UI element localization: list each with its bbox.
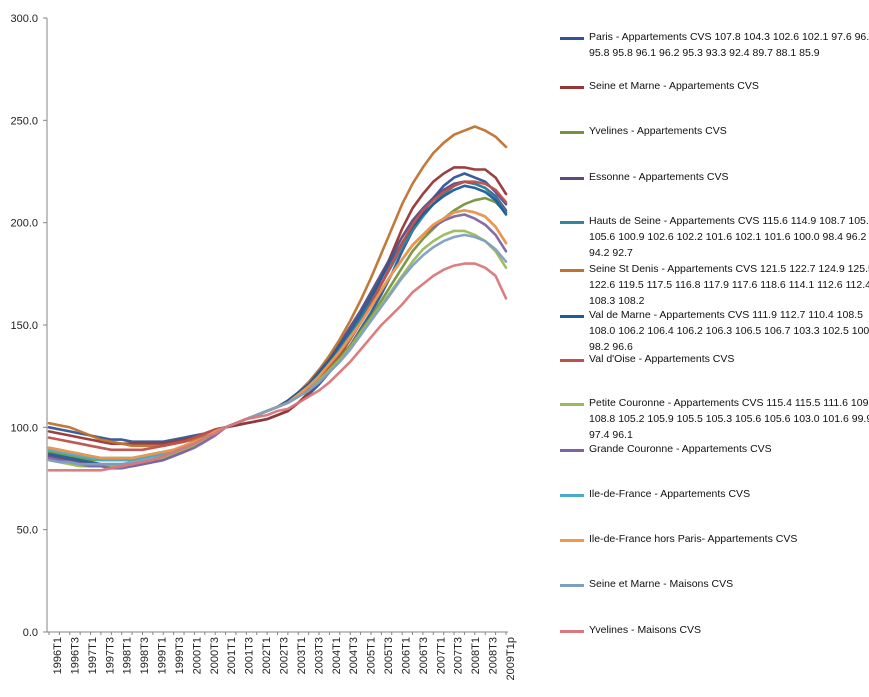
legend-item: Essonne - Appartements CVS: [560, 170, 869, 186]
x-tick-label: 1997T3: [104, 637, 116, 674]
series-line-1: [47, 172, 508, 444]
legend-label: Seine et Marne - Appartements CVS: [589, 80, 759, 92]
legend-item: Seine St Denis - Appartements CVS 121.5 …: [560, 262, 869, 309]
legend-item: Seine et Marne - Maisons CVS: [560, 577, 869, 593]
legend-label: Grande Couronne - Appartements CVS: [589, 443, 772, 455]
legend-item: Yvelines - Appartements CVS: [560, 124, 869, 140]
legend-item: Val de Marne - Appartements CVS 111.9 11…: [560, 308, 869, 355]
legend-swatch: [560, 86, 584, 89]
legend-label: Yvelines - Maisons CVS: [589, 624, 702, 636]
x-tick-label: 2005T1: [366, 637, 378, 674]
legend-label: Seine St Denis - Appartements CVS 121.5 …: [589, 263, 869, 307]
series-line-11: [47, 209, 508, 462]
x-tick-label: 2007T3: [453, 637, 465, 674]
x-tick-label: 2008T3: [488, 637, 500, 674]
x-tick-label: 2006T3: [418, 637, 430, 674]
y-tick-label: 250.0: [10, 115, 38, 127]
legend-swatch: [560, 494, 584, 497]
x-tick-label: 2002T3: [279, 637, 291, 674]
legend-item: Seine et Marne - Appartements CVS: [560, 79, 869, 95]
y-tick-label: 150.0: [10, 320, 38, 332]
series-line-14: [47, 262, 508, 472]
legend-swatch: [560, 177, 584, 180]
legend-label: Petite Couronne - Appartements CVS 115.4…: [589, 397, 869, 441]
x-tick-label: 2001T3: [244, 637, 256, 674]
legend-label: Hauts de Seine - Appartements CVS 115.6 …: [589, 215, 869, 259]
legend-swatch: [560, 269, 584, 272]
x-tick-label: 2004T1: [331, 637, 343, 674]
legend-label: Val d'Oise - Appartements CVS: [589, 353, 735, 365]
y-tick-label: 300.0: [10, 13, 38, 25]
x-tick-label: 1998T1: [122, 637, 134, 674]
y-tick-label: 200.0: [10, 218, 38, 230]
series-line-12: [47, 209, 508, 460]
x-tick-label: 2000T1: [191, 637, 203, 674]
series-line-7: [47, 184, 508, 466]
y-tick-label: 0.0: [23, 627, 38, 639]
x-tick-label: 2004T3: [348, 637, 360, 674]
legend-item: Ile-de-France - Appartements CVS: [560, 487, 869, 503]
x-axis: 1996T1 1996T3 1997T1 1997T3 1998T1 1998T3 1999…: [47, 631, 517, 680]
legend-item: Paris - Appartements CVS 107.8 104.3 102…: [560, 30, 869, 62]
series-line-9: [47, 229, 508, 468]
legend-swatch: [560, 539, 584, 542]
legend-item: Yvelines - Maisons CVS: [560, 623, 869, 639]
x-tick-label: 1998T3: [139, 637, 151, 674]
legend-label: Ile-de-France hors Paris- Appartements C…: [589, 533, 798, 545]
legend-item: Ile-de-France hors Paris- Appartements C…: [560, 532, 869, 548]
x-tick-label: 1996T1: [52, 637, 64, 674]
legend-label: Essonne - Appartements CVS: [589, 171, 729, 183]
legend-swatch: [560, 315, 584, 318]
legend-label: Seine et Marne - Maisons CVS: [589, 578, 734, 590]
x-tick-label: 2003T3: [313, 637, 325, 674]
legend-item: Val d'Oise - Appartements CVS: [560, 352, 869, 368]
legend-swatch: [560, 359, 584, 362]
legend-swatch: [560, 584, 584, 587]
legend-label: Yvelines - Appartements CVS: [589, 125, 727, 137]
legend-item: Grande Couronne - Appartements CVS: [560, 442, 869, 458]
x-tick-label: 1999T3: [174, 637, 186, 674]
y-axis: 0.0 50.0 100.0 150.0 200.0 250.0 300.0: [10, 13, 48, 639]
x-tick-label: 1996T3: [69, 637, 81, 674]
x-tick-label: 1997T1: [87, 637, 99, 674]
series-line-2: [47, 166, 508, 446]
x-tick-label: 2001T1: [226, 637, 238, 674]
series-line-13: [47, 233, 508, 466]
x-tick-label: 2007T1: [435, 637, 447, 674]
legend-swatch: [560, 630, 584, 633]
y-tick-label: 100.0: [10, 422, 38, 434]
x-tick-label: 2008T1: [470, 637, 482, 674]
y-tick-label: 50.0: [17, 525, 38, 537]
legend-label: Val de Marne - Appartements CVS 111.9 11…: [589, 309, 869, 353]
x-tick-label: 1999T1: [157, 637, 169, 674]
legend-swatch: [560, 449, 584, 452]
legend-swatch: [560, 131, 584, 134]
plot-area: [47, 125, 508, 472]
x-tick-label: 2006T1: [400, 637, 412, 674]
x-tick-label: 2003T1: [296, 637, 308, 674]
x-tick-label: 2005T3: [383, 637, 395, 674]
legend-swatch: [560, 37, 584, 40]
x-tick-label: 2000T3: [209, 637, 221, 674]
legend-item: Hauts de Seine - Appartements CVS 115.6 …: [560, 214, 869, 261]
legend-label: Ile-de-France - Appartements CVS: [589, 488, 751, 500]
x-tick-label: 2009T1p: [505, 637, 517, 680]
legend-swatch: [560, 221, 584, 224]
x-tick-label: 2002T1: [261, 637, 273, 674]
legend-label: Paris - Appartements CVS 107.8 104.3 102…: [589, 31, 869, 59]
legend-item: Petite Couronne - Appartements CVS 115.4…: [560, 396, 869, 443]
legend-swatch: [560, 403, 584, 406]
series-line-6: [47, 125, 508, 448]
series-line-10: [47, 213, 508, 470]
